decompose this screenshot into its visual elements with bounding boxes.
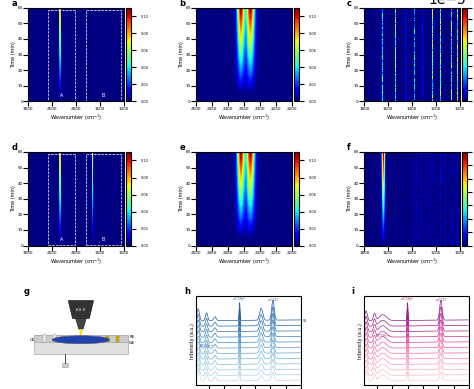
Y-axis label: Time (min): Time (min) [179,186,184,212]
Text: A: A [60,237,63,242]
Text: h: h [184,287,190,296]
Polygon shape [68,301,93,319]
Text: $\nu$CO$_3^{2-}$: $\nu$CO$_3^{2-}$ [400,295,415,305]
X-axis label: Wavenumber (cm$^{-1}$): Wavenumber (cm$^{-1}$) [218,112,270,123]
Text: c: c [347,0,352,8]
Bar [86,10,120,101]
Text: b: b [179,0,185,8]
Polygon shape [76,319,86,329]
Polygon shape [79,329,82,339]
Text: RE: RE [129,335,134,339]
Text: 55: 55 [302,319,307,323]
Y-axis label: Time (min): Time (min) [347,41,352,68]
Text: B: B [101,93,105,98]
Text: a: a [11,0,17,8]
Y-axis label: Time (min): Time (min) [11,186,16,212]
X-axis label: Wavenumber (cm$^{-1}$): Wavenumber (cm$^{-1}$) [50,256,102,267]
Y-axis label: Intensity (a.u.): Intensity (a.u.) [358,323,363,359]
Bar [116,336,119,342]
Text: d: d [11,143,17,152]
Text: i: i [352,287,355,296]
Text: 60 X: 60 X [76,308,86,312]
Text: $\nu$CO$_3^{2-}$: $\nu$CO$_3^{2-}$ [232,295,247,305]
Ellipse shape [52,336,110,344]
X-axis label: Wavenumber (cm$^{-1}$): Wavenumber (cm$^{-1}$) [386,256,438,267]
Bar [47,10,75,101]
Text: $\delta$CO$_3^{2-}$: $\delta$CO$_3^{2-}$ [375,332,391,342]
Bar [106,336,109,342]
Y-axis label: Time (min): Time (min) [179,41,184,68]
Bar [86,154,120,245]
Text: WE: WE [129,341,136,345]
Text: B: B [101,237,105,242]
Y-axis label: Time (min): Time (min) [11,41,16,68]
Text: A: A [60,93,63,98]
Text: f: f [347,143,351,152]
Bar [47,154,75,245]
X-axis label: Wavenumber (cm$^{-1}$): Wavenumber (cm$^{-1}$) [386,112,438,123]
Text: $\delta$CO$_3^{2-}$: $\delta$CO$_3^{2-}$ [199,342,214,352]
Text: g: g [23,287,29,296]
Text: CE: CE [30,338,35,342]
Text: $\nu$CO$_3$: $\nu$CO$_3$ [267,296,279,304]
Polygon shape [34,335,128,342]
Y-axis label: Intensity (a.u.): Intensity (a.u.) [190,323,195,359]
Polygon shape [34,342,128,354]
Text: e: e [179,143,185,152]
Bar [43,333,46,342]
Y-axis label: Time (min): Time (min) [347,186,352,212]
Bar [53,333,56,342]
X-axis label: Wavenumber (cm$^{-1}$): Wavenumber (cm$^{-1}$) [218,256,270,267]
Text: $\nu$CO$_3$: $\nu$CO$_3$ [435,296,447,304]
Bar [62,363,68,367]
X-axis label: Wavenumber (cm$^{-1}$): Wavenumber (cm$^{-1}$) [50,112,102,123]
